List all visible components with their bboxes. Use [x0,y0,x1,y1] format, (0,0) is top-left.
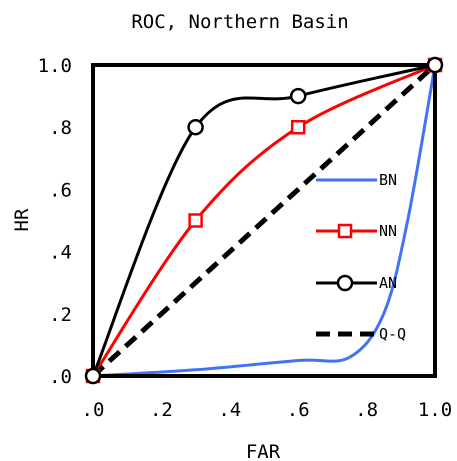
marker-layer [84,56,444,385]
series-line-an [91,63,436,377]
x-tick-label: .8 [355,399,378,421]
legend-marker-nn [337,223,353,239]
x-axis-label: FAR [246,441,281,461]
y-tick-label: .4 [49,242,72,264]
data-point-an [426,56,444,74]
y-tick-label: .8 [49,117,72,139]
plot-frame [91,63,437,378]
chart-title: ROC, Northern Basin [131,11,348,33]
data-point-an [84,367,102,385]
x-tick-label: 1.0 [418,399,452,421]
x-tick-label: .0 [82,399,105,421]
legend-item-q-q: Q-Q [316,325,406,343]
legend-item-nn: NN [316,222,397,240]
tick-layer: .0 .2 .4 .6 .8 1.0 .0 .2 .4 .6 .8 1.0 [38,55,452,421]
legend-item-an: AN [316,274,397,292]
data-point-nn [188,213,203,228]
y-tick-label: .0 [49,366,72,388]
y-tick-label: .6 [49,179,72,201]
y-tick-label: 1.0 [38,55,72,77]
series-line-nn [91,63,436,377]
series-line-q-q [91,63,437,378]
legend: BN NN AN Q-Q [316,171,406,343]
x-tick-label: .2 [150,399,173,421]
data-point-an [289,87,307,105]
series-line-bn [92,64,437,378]
x-tick-label: .4 [218,399,241,421]
legend-label-an: AN [379,274,397,292]
legend-label-nn: NN [379,222,397,240]
data-point-nn [290,119,306,135]
y-axis-label: HR [11,208,33,231]
legend-label-bn: BN [379,171,397,189]
legend-marker-an [336,274,354,292]
legend-item-bn: BN [316,171,397,189]
x-tick-label: .6 [287,399,310,421]
legend-label-q-q: Q-Q [379,325,406,343]
y-tick-label: .2 [49,304,72,326]
series-layer [91,63,437,378]
data-point-an [187,118,204,136]
